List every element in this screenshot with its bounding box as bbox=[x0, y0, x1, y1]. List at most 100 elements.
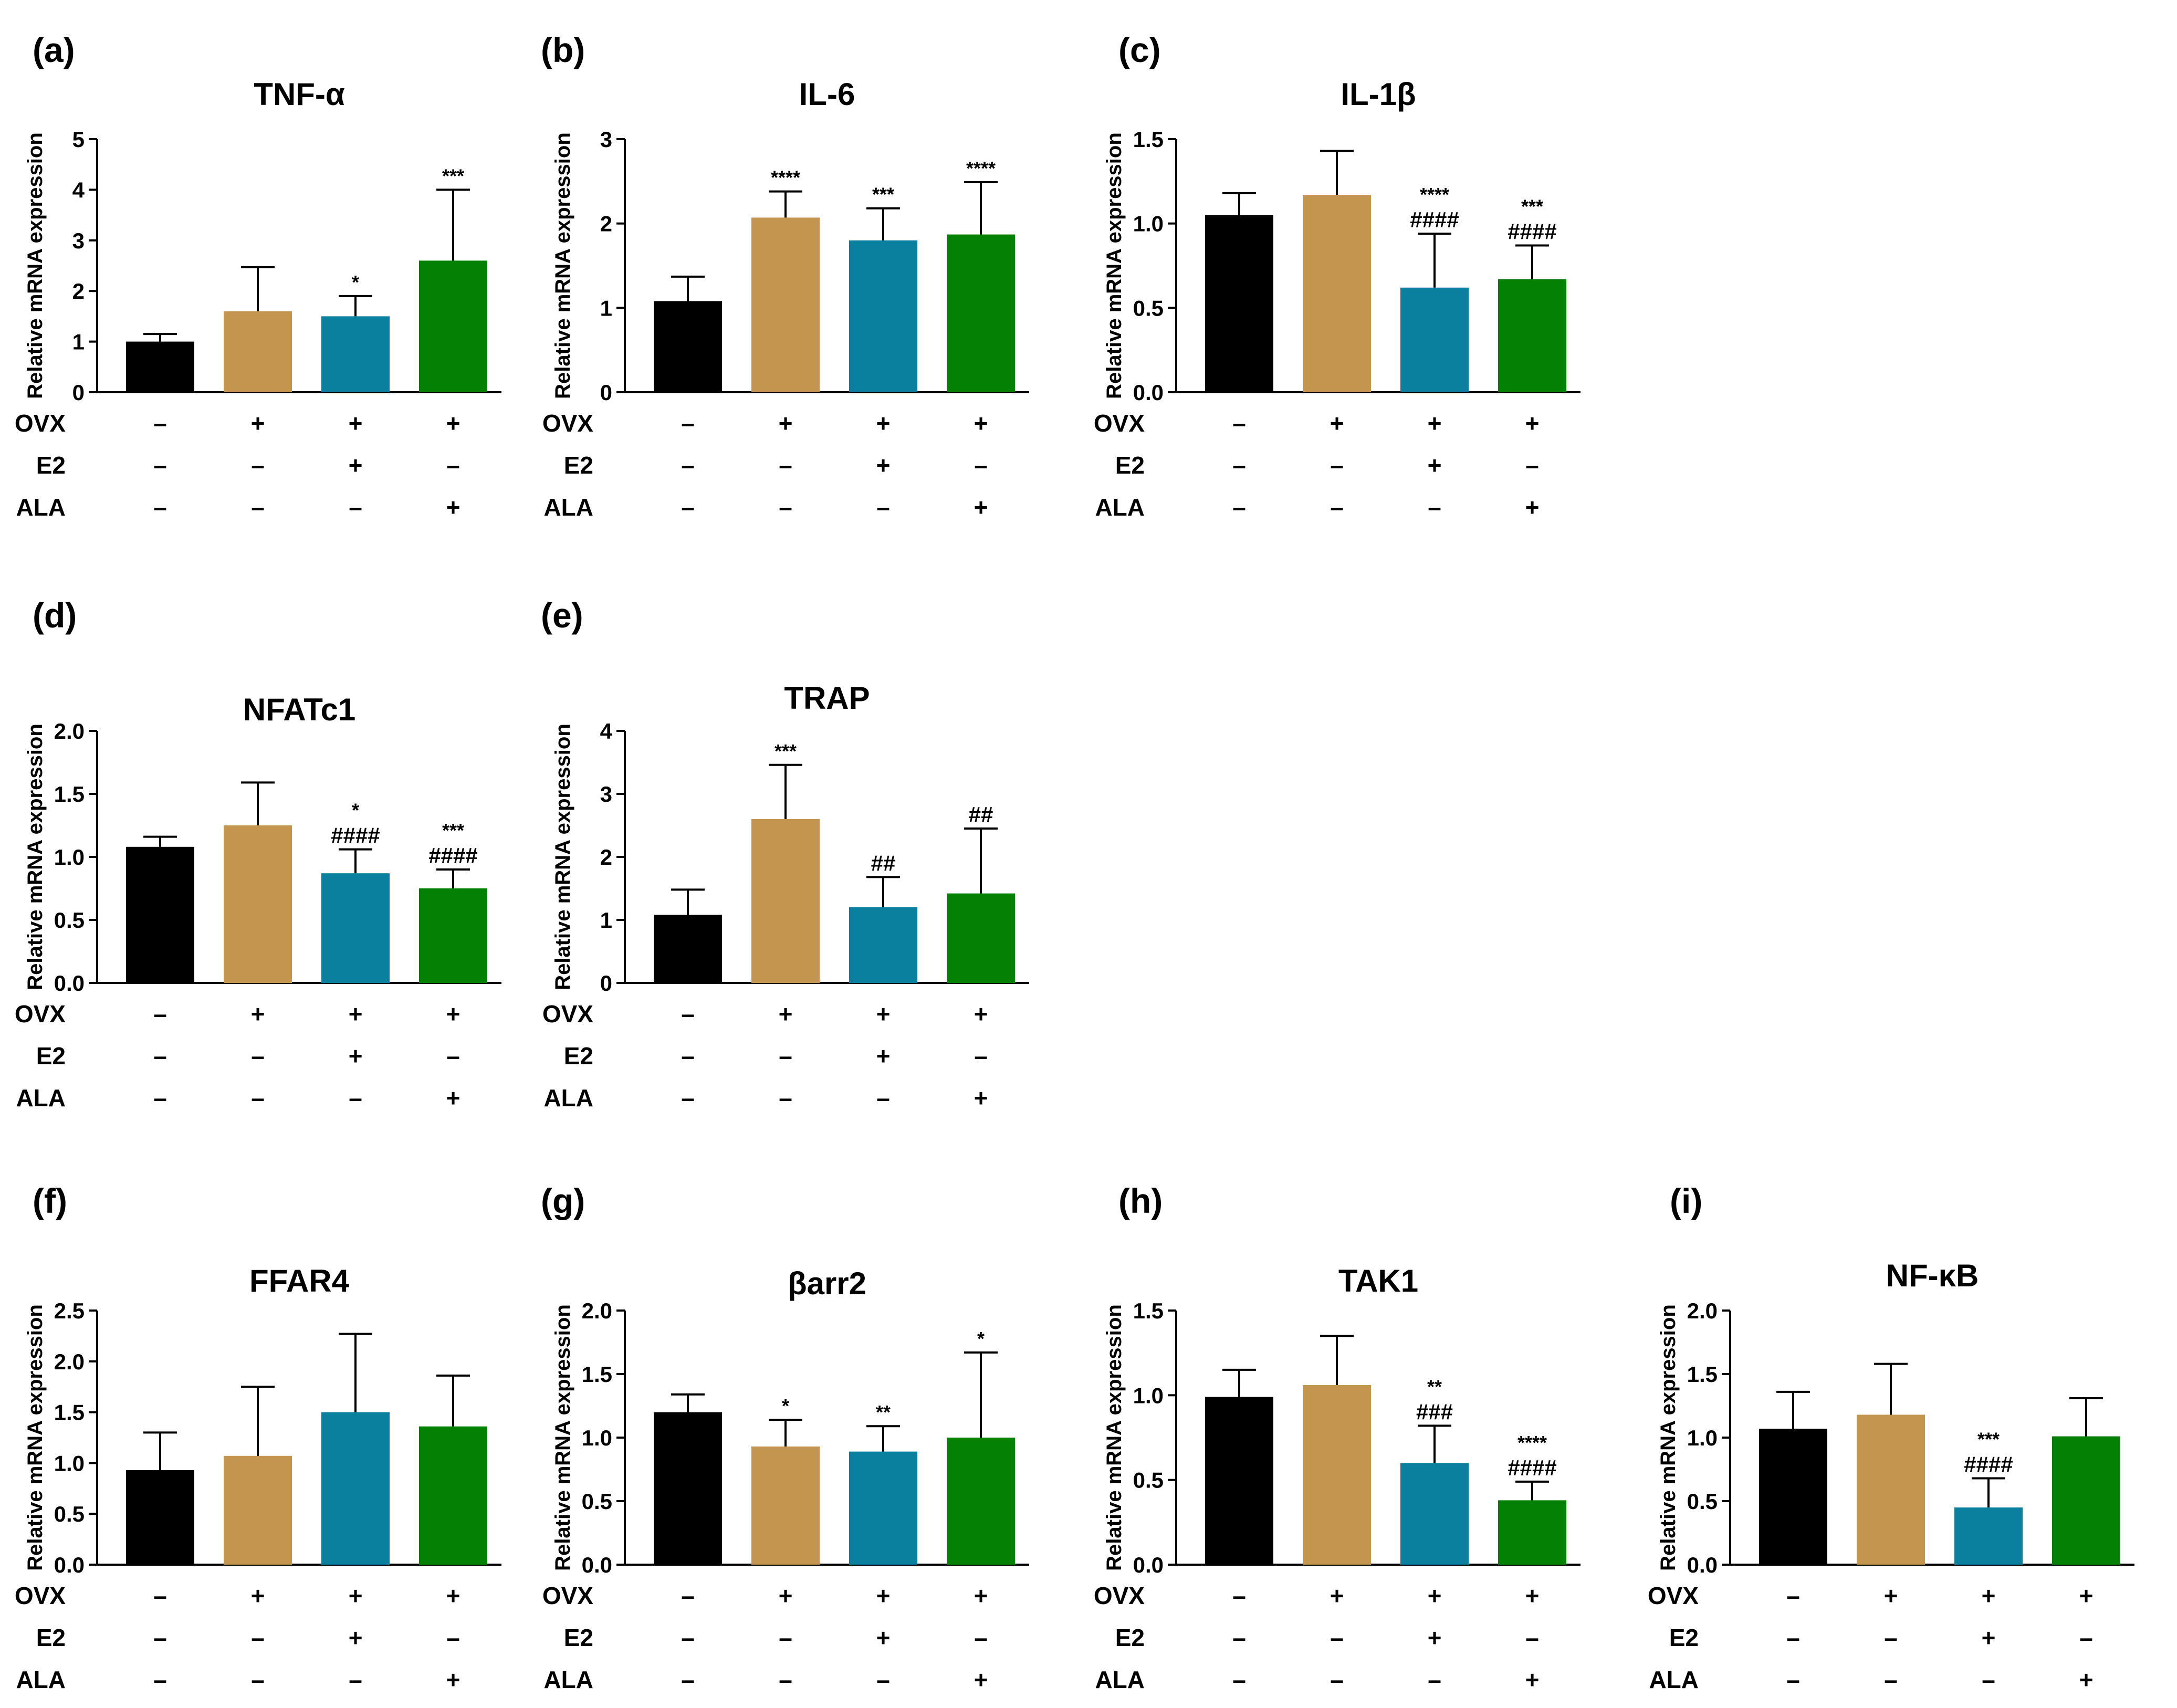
bar-3 bbox=[947, 234, 1015, 392]
factor-label-1: E2 bbox=[36, 1624, 66, 1651]
factor-sign: + bbox=[2079, 1582, 2094, 1609]
y-tick-label: 5 bbox=[72, 127, 85, 152]
factor-sign: + bbox=[251, 410, 265, 437]
factor-sign: – bbox=[1428, 494, 1441, 521]
factor-sign: – bbox=[779, 1084, 792, 1112]
factor-label-2: ALA bbox=[16, 494, 66, 521]
factor-sign: – bbox=[1232, 1582, 1246, 1609]
factor-sign: – bbox=[1232, 1666, 1246, 1693]
factor-label-0: OVX bbox=[542, 1000, 593, 1028]
factor-label-0: OVX bbox=[542, 1582, 593, 1609]
bar-0 bbox=[1205, 215, 1273, 392]
panel-letter: (i) bbox=[1670, 1181, 1702, 1220]
hash-annotation: #### bbox=[1508, 219, 1556, 244]
factor-label-2: ALA bbox=[543, 1666, 593, 1693]
panel-2: (c) IL-1β Relative mRNA expression 0.0 0.5 1.… bbox=[1094, 30, 1581, 521]
factor-sign: + bbox=[1525, 1582, 1540, 1609]
factor-sign: + bbox=[1330, 1582, 1344, 1609]
y-tick-label: 0.5 bbox=[1687, 1489, 1718, 1514]
y-tick-label: 1.0 bbox=[1687, 1426, 1718, 1450]
factor-sign: + bbox=[349, 452, 363, 479]
factor-sign: – bbox=[1232, 452, 1246, 479]
factor-sign: – bbox=[681, 494, 695, 521]
panel-letter: (h) bbox=[1118, 1181, 1163, 1220]
factor-sign: – bbox=[2079, 1624, 2093, 1651]
factor-sign: – bbox=[876, 494, 890, 521]
y-tick-label: 4 bbox=[600, 719, 613, 743]
factor-sign: – bbox=[153, 1666, 167, 1693]
y-tick-label: 4 bbox=[72, 177, 85, 202]
factor-sign: + bbox=[876, 452, 891, 479]
factor-sign: – bbox=[1786, 1666, 1800, 1693]
chart-title: TAK1 bbox=[1338, 1263, 1418, 1298]
chart-title: TRAP bbox=[784, 680, 870, 716]
panel-letter: (f) bbox=[33, 1181, 67, 1220]
chart-title: IL-1β bbox=[1341, 77, 1416, 112]
factor-sign: – bbox=[681, 1042, 695, 1070]
factor-sign: – bbox=[681, 1000, 695, 1028]
significance-annotation: *** bbox=[442, 165, 464, 186]
factor-sign: – bbox=[1884, 1624, 1898, 1651]
factor-label-1: E2 bbox=[36, 1042, 66, 1070]
factor-sign: + bbox=[876, 1624, 891, 1651]
factor-sign: – bbox=[1884, 1666, 1898, 1693]
factor-sign: + bbox=[251, 1000, 265, 1028]
factor-sign: – bbox=[446, 1042, 460, 1070]
factor-sign: – bbox=[153, 1000, 167, 1028]
factor-sign: + bbox=[1982, 1582, 1996, 1609]
y-tick-label: 0 bbox=[600, 380, 612, 405]
factor-sign: – bbox=[1525, 1624, 1539, 1651]
bar-1 bbox=[751, 819, 820, 983]
factor-label-2: ALA bbox=[16, 1084, 66, 1112]
y-tick-label: 2.0 bbox=[54, 719, 85, 743]
y-tick-label: 0 bbox=[72, 380, 85, 405]
bar-0 bbox=[654, 915, 722, 983]
significance-annotation: *** bbox=[1521, 195, 1543, 217]
bar-1 bbox=[1303, 195, 1371, 392]
y-tick-label: 2.0 bbox=[582, 1298, 612, 1323]
y-tick-label: 0.0 bbox=[1133, 380, 1164, 405]
bar-3 bbox=[419, 888, 487, 983]
bar-1 bbox=[224, 1455, 292, 1565]
factor-sign: + bbox=[349, 1042, 363, 1070]
factor-sign: – bbox=[1330, 1624, 1344, 1651]
bar-2 bbox=[849, 1451, 917, 1565]
factor-sign: – bbox=[681, 410, 695, 437]
factor-label-0: OVX bbox=[1094, 1582, 1145, 1609]
significance-annotation: *** bbox=[872, 184, 894, 205]
factor-sign: – bbox=[779, 1042, 792, 1070]
panel-letter: (c) bbox=[1118, 30, 1161, 69]
factor-sign: + bbox=[1525, 410, 1540, 437]
factor-sign: – bbox=[1232, 410, 1246, 437]
y-tick-label: 1.5 bbox=[1133, 1298, 1164, 1323]
chart-title: NFATc1 bbox=[243, 692, 355, 727]
factor-sign: + bbox=[974, 1084, 988, 1112]
factor-label-1: E2 bbox=[564, 452, 593, 479]
y-axis-label: Relative mRNA expression bbox=[24, 132, 47, 399]
y-axis-label: Relative mRNA expression bbox=[551, 724, 574, 990]
factor-sign: – bbox=[446, 1624, 460, 1651]
significance-annotation: ** bbox=[876, 1401, 891, 1423]
factor-sign: + bbox=[779, 1000, 793, 1028]
y-tick-label: 0.0 bbox=[1687, 1553, 1718, 1577]
chart-title: βarr2 bbox=[788, 1266, 866, 1301]
bar-0 bbox=[1205, 1397, 1273, 1565]
factor-sign: + bbox=[446, 1000, 460, 1028]
significance-annotation: *** bbox=[442, 820, 464, 841]
factor-sign: – bbox=[153, 494, 167, 521]
chart-title: FFAR4 bbox=[249, 1263, 350, 1298]
bar-1 bbox=[224, 311, 292, 392]
factor-label-1: E2 bbox=[36, 452, 66, 479]
significance-annotation: **** bbox=[1517, 1432, 1547, 1453]
factor-sign: + bbox=[446, 1666, 460, 1693]
factor-sign: – bbox=[1232, 1624, 1246, 1651]
y-tick-label: 3 bbox=[600, 782, 612, 806]
bar-2 bbox=[849, 240, 917, 392]
factor-sign: + bbox=[1982, 1624, 1996, 1651]
significance-annotation: *** bbox=[1977, 1428, 2000, 1450]
factor-sign: + bbox=[974, 1000, 988, 1028]
factor-label-0: OVX bbox=[15, 1000, 66, 1028]
hash-annotation: #### bbox=[331, 823, 380, 848]
factor-sign: + bbox=[349, 1582, 363, 1609]
